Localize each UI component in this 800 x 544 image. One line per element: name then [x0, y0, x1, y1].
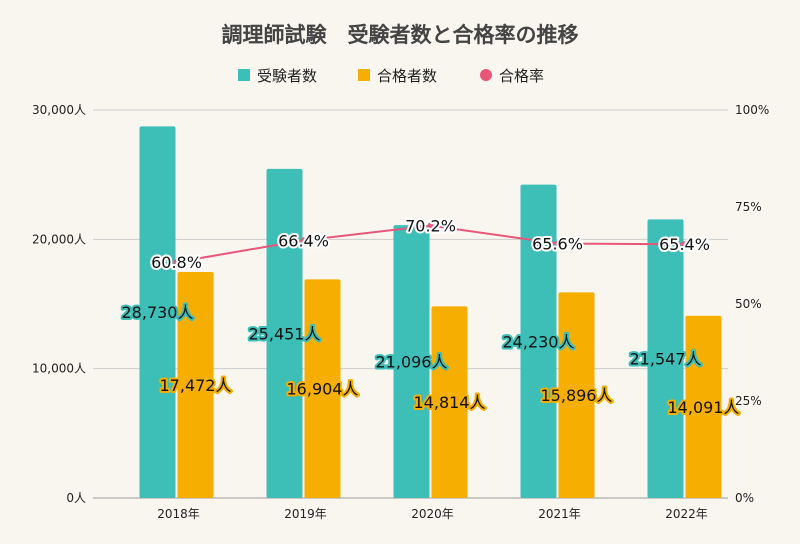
bar-data-label: 16,904人 [287, 380, 359, 399]
legend-label: 合格者数 [377, 67, 437, 85]
left-tick-label: 30,000人 [32, 103, 86, 117]
rate-line [173, 222, 688, 266]
bar-data-label: 15,896人 [541, 386, 613, 405]
bar-data-label: 21,547人 [630, 350, 702, 369]
rate-point [173, 259, 180, 266]
left-tick-label: 10,000人 [32, 362, 86, 376]
bar-passers [558, 292, 595, 498]
legend-marker [358, 69, 370, 81]
bar-data-label: 24,230人 [503, 332, 575, 351]
bar-data-label: 17,472人 [160, 376, 232, 395]
legend-marker [238, 69, 250, 81]
chart-title: 調理師試験 受験者数と合格率の推移 [222, 23, 579, 47]
gridlines: 0人 10,000人 20,000人 30,000人 0% 25% 50% 75% 100% 20… [32, 103, 769, 521]
right-tick-label: 50% [735, 297, 762, 311]
bar-examinees [139, 126, 176, 499]
right-tick-label: 100% [735, 103, 769, 117]
x-tick-label: 2021年 [538, 507, 581, 521]
legend-label: 受験者数 [257, 67, 317, 85]
legend: 受験者数 合格者数 合格率 [238, 67, 544, 85]
bar-examinees [266, 168, 303, 498]
right-tick-label: 25% [735, 394, 762, 408]
bar-examinees [647, 219, 684, 498]
left-tick-label: 0人 [66, 491, 86, 505]
rate-data-label: 66.4% [278, 231, 329, 250]
right-tick-label: 75% [735, 200, 762, 214]
x-tick-label: 2022年 [665, 507, 708, 521]
x-tick-label: 2019年 [284, 507, 327, 521]
x-tick-label: 2020年 [411, 507, 454, 521]
rate-data-label: 65.4% [659, 235, 710, 254]
bar-passers [431, 306, 468, 498]
bar-examinees [520, 184, 557, 498]
data-labels: 28,730人 25,451人 21,096人 24,230人 21,547人 17,47… [120, 215, 742, 419]
bar-data-label: 28,730人 [122, 303, 194, 322]
legend-label: 合格率 [499, 67, 544, 85]
bar-passers [177, 272, 214, 498]
left-tick-label: 20,000人 [32, 232, 86, 246]
bar-data-label: 14,091人 [668, 398, 740, 417]
rate-data-label: 70.2% [405, 217, 456, 236]
rate-data-label: 60.8% [151, 253, 202, 272]
bar-passers [685, 315, 722, 498]
bars [139, 126, 722, 499]
rate-point [554, 240, 561, 247]
legend-marker [480, 69, 492, 81]
rate-data-label: 65.6% [532, 234, 583, 253]
bar-passers [304, 279, 341, 498]
bar-data-label: 14,814人 [414, 393, 486, 412]
bar-examinees [393, 225, 430, 499]
right-tick-label: 0% [735, 491, 754, 505]
rate-point [681, 241, 688, 248]
x-tick-label: 2018年 [157, 507, 200, 521]
bar-data-label: 21,096人 [376, 353, 448, 372]
rate-point [300, 237, 307, 244]
rate-point [427, 222, 434, 229]
bar-data-label: 25,451人 [249, 324, 321, 343]
